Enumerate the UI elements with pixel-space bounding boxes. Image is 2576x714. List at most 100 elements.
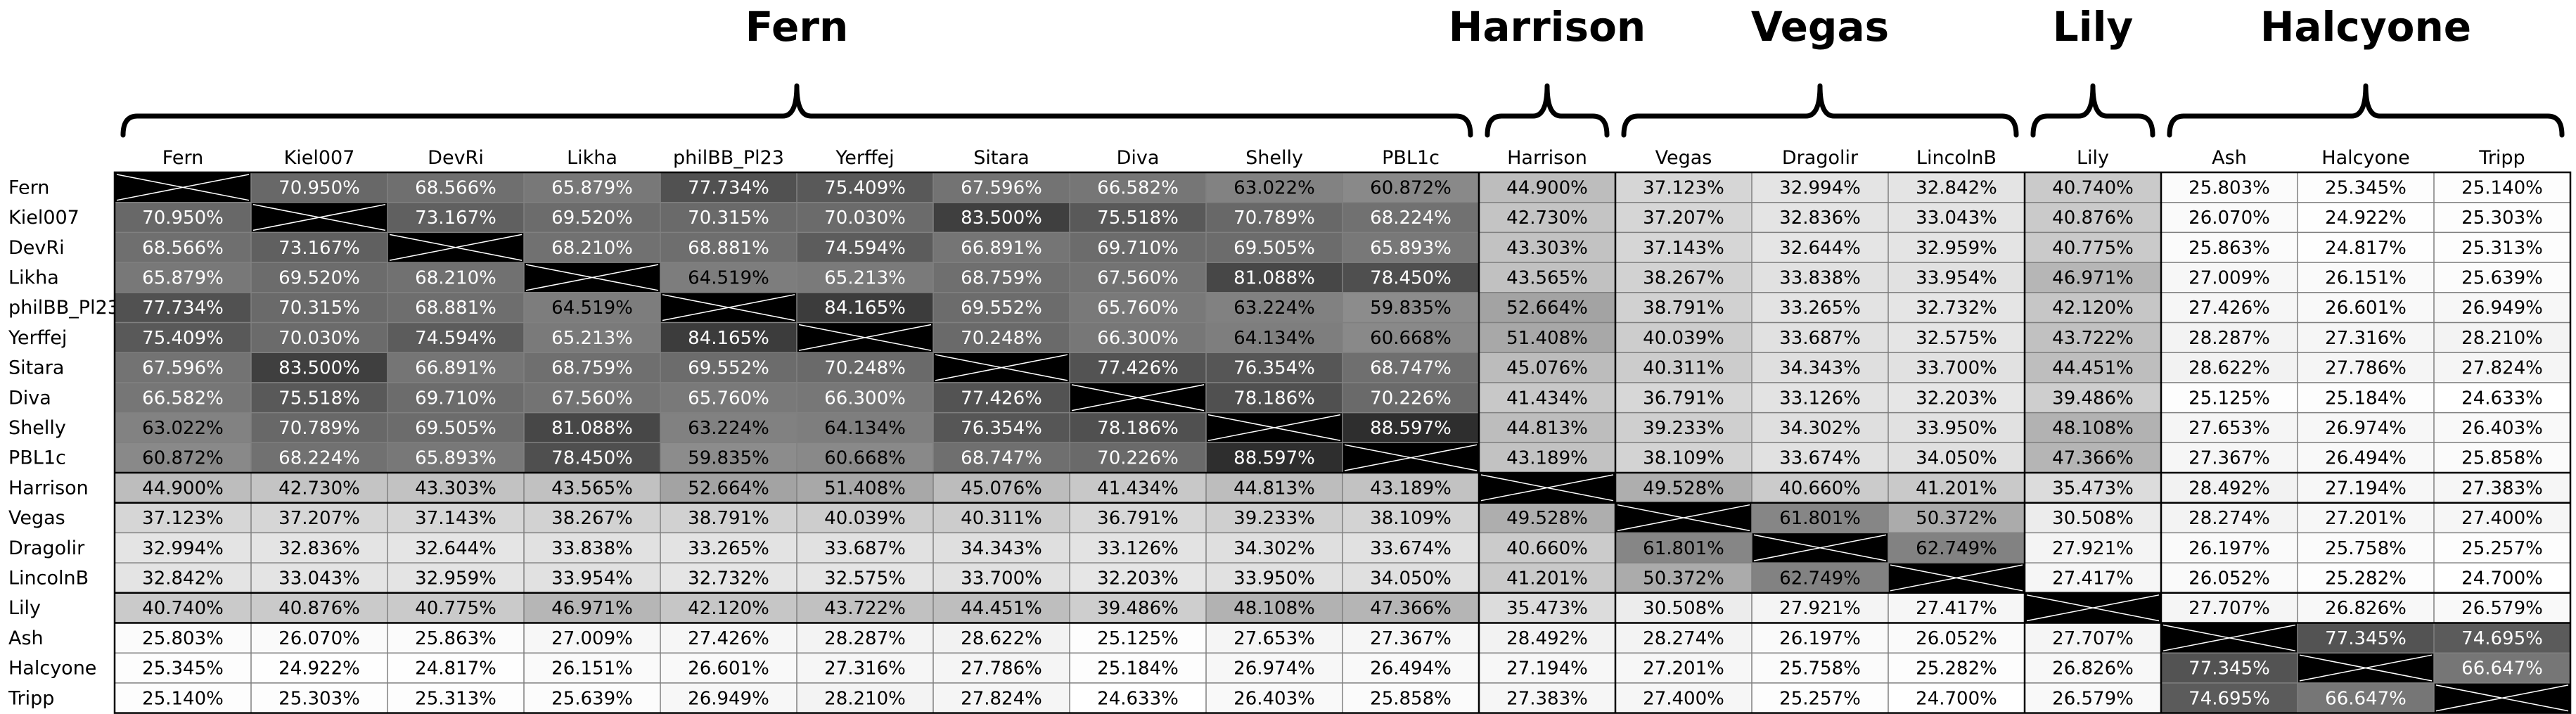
cell-value: 42.120% <box>688 598 769 619</box>
heatmap-cell: 26.403% <box>2434 412 2570 443</box>
diagonal-cross <box>1480 474 1614 502</box>
heatmap-cell: 42.730% <box>1479 202 1615 233</box>
cell-value: 65.213% <box>551 328 633 349</box>
heatmap-cell: 77.345% <box>2298 623 2434 654</box>
heatmap-cell: 28.210% <box>2434 322 2570 353</box>
heatmap-cell: 28.622% <box>933 623 1070 654</box>
cell-value: 27.653% <box>1233 628 1315 649</box>
cell-value: 25.863% <box>415 628 496 649</box>
heatmap-cell: 64.519% <box>660 262 797 293</box>
cell-value: 26.579% <box>2461 598 2543 619</box>
cell-bg <box>660 563 797 593</box>
cell-value: 64.134% <box>824 418 906 439</box>
cell-bg <box>2298 412 2434 443</box>
cell-bg <box>660 682 797 713</box>
heatmap-cell: 25.303% <box>2434 202 2570 233</box>
cell-value: 25.282% <box>2325 568 2407 589</box>
cell-value: 27.009% <box>2189 267 2270 288</box>
heatmap-cell: 70.248% <box>797 352 933 383</box>
cell-value: 27.367% <box>2189 448 2270 469</box>
column-label-harrison: Harrison <box>1507 147 1587 169</box>
cell-bg <box>1206 232 1343 263</box>
cell-bg <box>1343 502 1479 533</box>
cell-value: 34.302% <box>1779 418 1861 439</box>
cell-bg <box>2025 563 2161 593</box>
cell-value: 70.030% <box>824 208 906 229</box>
column-labels: Fern Kiel007 DevRi Likha philBB_Pl23 Yerffej S… <box>162 147 2525 169</box>
heatmap-cell: 65.893% <box>1343 232 1479 263</box>
heatmap-cell: 26.974% <box>1206 653 1343 683</box>
heatmap-cell: 27.400% <box>1615 682 1752 713</box>
heatmap-cell: 70.030% <box>797 202 933 233</box>
heatmap-cell: 41.201% <box>1479 563 1615 593</box>
cell-bg <box>797 382 933 413</box>
heatmap-cell: 25.863% <box>387 623 524 654</box>
cell-value: 52.664% <box>688 478 769 499</box>
cell-value: 28.287% <box>2189 328 2270 349</box>
cell-value: 27.426% <box>2189 298 2270 319</box>
cell-value: 66.582% <box>142 388 224 409</box>
group-brace-halcyone <box>2167 83 2565 138</box>
heatmap-cell: 83.500% <box>251 352 387 383</box>
cell-value: 24.633% <box>1097 688 1179 709</box>
heatmap-cell: 26.197% <box>1752 623 1888 654</box>
cell-value: 25.303% <box>2461 208 2543 229</box>
cell-bg <box>1888 592 2025 623</box>
heatmap-cell: 74.695% <box>2161 682 2298 713</box>
cell-value: 25.639% <box>2461 267 2543 288</box>
heatmap-cell: 25.803% <box>115 623 251 654</box>
heatmap-cell: 27.417% <box>2025 563 2161 593</box>
cell-bg <box>115 202 251 233</box>
cell-bg <box>1615 473 1752 503</box>
cell-bg <box>2025 473 2161 503</box>
cell-bg <box>1070 623 1206 654</box>
cell-bg <box>387 592 524 623</box>
cell-bg <box>1479 262 1615 293</box>
cell-bg <box>797 292 933 323</box>
heatmap-cell: 33.954% <box>524 563 660 593</box>
cell-bg <box>1615 412 1752 443</box>
cell-bg <box>933 172 1070 203</box>
heatmap-cell: 40.660% <box>1752 473 1888 503</box>
cell-value: 33.265% <box>688 538 769 559</box>
heatmap-cell: 50.372% <box>1888 502 2025 533</box>
column-label-ash: Ash <box>2212 147 2247 169</box>
cell-bg <box>115 412 251 443</box>
cell-bg <box>251 473 387 503</box>
heatmap-cell: 36.791% <box>1070 502 1206 533</box>
cell-value: 49.528% <box>1643 478 1724 499</box>
cell-value: 48.108% <box>2052 418 2134 439</box>
cell-bg <box>1206 202 1343 233</box>
cell-value: 64.519% <box>688 267 769 288</box>
heatmap-cell: 68.881% <box>387 292 524 323</box>
cell-value: 25.758% <box>1779 658 1861 680</box>
heatmap-cell: 25.758% <box>2298 533 2434 563</box>
cell-bg <box>1752 322 1888 353</box>
cell-bg <box>1752 473 1888 503</box>
heatmap-cell: 60.872% <box>1343 172 1479 203</box>
cell-bg <box>2161 202 2298 233</box>
heatmap-cell: 34.302% <box>1206 533 1343 563</box>
row-label-lily: Lily <box>8 597 41 619</box>
cell-value: 33.674% <box>1370 538 1452 559</box>
group-brace-vegas <box>1621 83 2019 138</box>
heatmap-cell: 42.120% <box>2025 292 2161 323</box>
cell-bg <box>1343 322 1479 353</box>
cell-value: 38.267% <box>551 508 633 529</box>
cell-value: 27.383% <box>2461 478 2543 499</box>
cell-bg <box>1479 412 1615 443</box>
cell-bg <box>1888 322 2025 353</box>
heatmap-cell: 27.316% <box>797 653 933 683</box>
cell-bg <box>1479 623 1615 654</box>
heatmap-cell: 78.186% <box>1206 382 1343 413</box>
heatmap-cell: 75.518% <box>251 382 387 413</box>
cell-bg <box>1206 442 1343 473</box>
cell-bg <box>251 382 387 413</box>
cell-value: 30.508% <box>2052 508 2134 529</box>
cell-bg <box>115 563 251 593</box>
cell-bg <box>387 653 524 683</box>
heatmap-cell: 70.315% <box>251 292 387 323</box>
heatmap-cell: 52.664% <box>1479 292 1615 323</box>
cell-value: 43.565% <box>551 478 633 499</box>
cell-value: 81.088% <box>551 418 633 439</box>
